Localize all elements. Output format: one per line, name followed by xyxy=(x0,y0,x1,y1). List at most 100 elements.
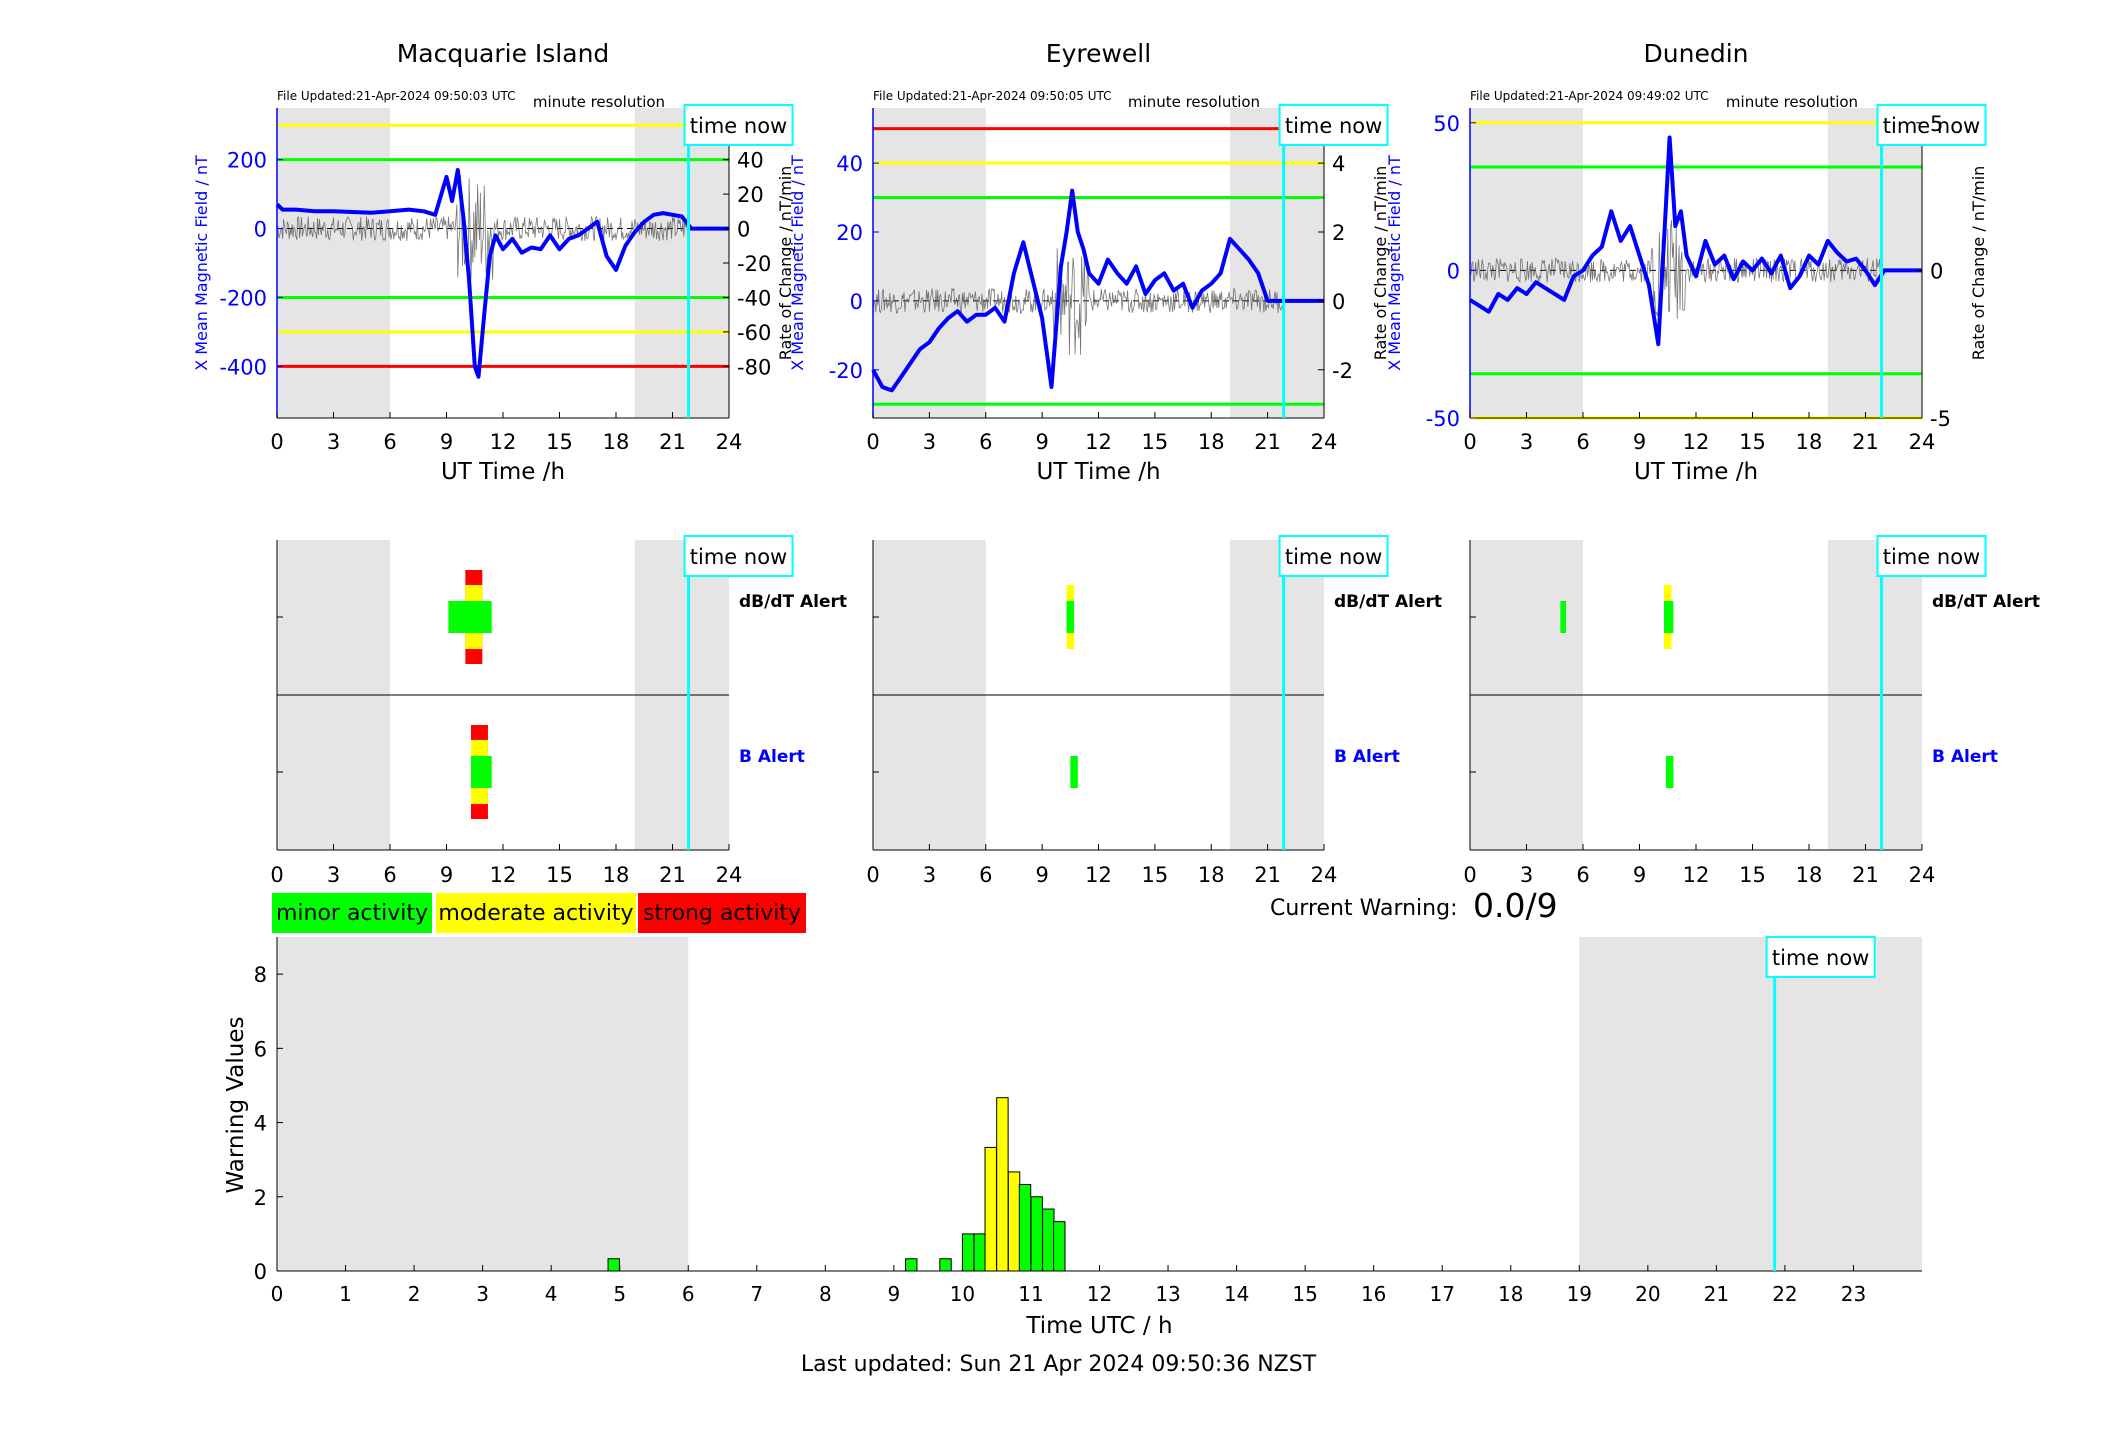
macquarie-xtick-label: 6 xyxy=(383,430,396,454)
warning-xtick-label: 19 xyxy=(1567,1282,1592,1306)
warning-xtick-label: 12 xyxy=(1087,1282,1112,1306)
macquarie-xtick-label: 12 xyxy=(490,430,517,454)
eyrewell-y2tick-label: 2 xyxy=(1332,221,1345,245)
eyrewell-alert-block xyxy=(1066,601,1075,633)
macquarie-alert-row-label-b: B Alert xyxy=(739,747,805,767)
eyrewell-xtick-label: 24 xyxy=(1311,430,1338,454)
dunedin-y2tick-label: 5 xyxy=(1930,112,1943,136)
macquarie-alert-xtick-label: 3 xyxy=(327,863,340,887)
eyrewell-time-now-label: time now xyxy=(1285,114,1382,138)
macquarie-title: Macquarie Island xyxy=(397,39,610,68)
macquarie-y2tick-label: 20 xyxy=(737,183,764,207)
eyrewell-alert-xtick-label: 21 xyxy=(1254,863,1281,887)
warning-xtick-label: 18 xyxy=(1498,1282,1523,1306)
dunedin-xtick-label: 24 xyxy=(1909,430,1936,454)
dunedin-alert-xtick-label: 3 xyxy=(1520,863,1533,887)
dunedin-alert-xtick-label: 24 xyxy=(1909,863,1936,887)
warning-xlabel: Time UTC / h xyxy=(1025,1313,1172,1339)
macquarie-time-now-label: time now xyxy=(690,114,787,138)
dunedin-xtick-label: 12 xyxy=(1683,430,1710,454)
eyrewell-xlabel: UT Time /h xyxy=(1036,459,1160,485)
current-warning-label: Current Warning: xyxy=(1270,896,1458,921)
warning-bar xyxy=(1042,1208,1055,1272)
warning-xtick-label: 14 xyxy=(1224,1282,1249,1306)
dunedin-file-updated: File Updated:21-Apr-2024 09:49:02 UTC xyxy=(1470,89,1709,103)
macquarie-y2tick-label: 0 xyxy=(737,218,750,242)
warning-ytick-label: 0 xyxy=(254,1260,267,1284)
dunedin-xtick-label: 9 xyxy=(1633,430,1646,454)
warning-xtick-label: 5 xyxy=(613,1282,626,1306)
last-updated-footer: Last updated: Sun 21 Apr 2024 09:50:36 N… xyxy=(800,1352,1317,1377)
macquarie-y2tick-label: -60 xyxy=(737,321,771,345)
macquarie-ytick-label: -200 xyxy=(219,286,267,310)
eyrewell-xtick-label: 3 xyxy=(923,430,936,454)
eyrewell-xtick-label: 12 xyxy=(1085,430,1112,454)
dunedin-night-shade-1 xyxy=(1827,108,1922,418)
macquarie-y2tick-label: -20 xyxy=(737,252,771,276)
eyrewell-alert-xtick-label: 6 xyxy=(979,863,992,887)
warning-xtick-label: 23 xyxy=(1841,1282,1866,1306)
dunedin-ytick-label: 0 xyxy=(1447,259,1460,283)
eyrewell-file-updated: File Updated:21-Apr-2024 09:50:05 UTC xyxy=(873,89,1112,103)
dunedin-title: Dunedin xyxy=(1644,39,1749,68)
warning-bar xyxy=(939,1258,952,1272)
macquarie-y2tick-label: 40 xyxy=(737,149,764,173)
macquarie-xtick-label: 24 xyxy=(716,430,743,454)
warning-bar xyxy=(1053,1221,1066,1272)
legend-strong-activity: strong activity xyxy=(638,893,806,933)
eyrewell-ytick-label: -20 xyxy=(829,359,863,383)
warning-ylabel: Warning Values xyxy=(223,1016,249,1193)
warning-bar xyxy=(961,1233,975,1272)
warning-xtick-label: 17 xyxy=(1429,1282,1454,1306)
macquarie-xtick-label: 0 xyxy=(270,430,283,454)
eyrewell-alert-block xyxy=(1070,756,1078,788)
warning-xtick-label: 9 xyxy=(888,1282,901,1306)
eyrewell-alert-xtick-label: 9 xyxy=(1035,863,1048,887)
macquarie-night-shade-0 xyxy=(277,108,390,418)
macquarie-xtick-label: 9 xyxy=(440,430,453,454)
warning-bar xyxy=(973,1233,986,1272)
warning-xtick-label: 1 xyxy=(339,1282,352,1306)
macquarie-alert-xtick-label: 15 xyxy=(546,863,573,887)
dunedin-xtick-label: 21 xyxy=(1852,430,1879,454)
macquarie-xtick-label: 3 xyxy=(327,430,340,454)
eyrewell-alert-time-now-box xyxy=(1278,535,1389,577)
warning-bar xyxy=(607,1258,620,1272)
legend-minor-activity: minor activity xyxy=(272,893,432,933)
eyrewell-title: Eyrewell xyxy=(1046,39,1151,68)
dunedin-alert-time-now-box xyxy=(1876,535,1987,577)
warning-xtick-label: 3 xyxy=(476,1282,489,1306)
warning-night-shade-0 xyxy=(277,937,689,1271)
warning-night-shade-1 xyxy=(1579,937,1922,1271)
macquarie-ytick-label: 0 xyxy=(254,218,267,242)
dunedin-xlabel: UT Time /h xyxy=(1634,459,1758,485)
eyrewell-alert-xtick-label: 3 xyxy=(923,863,936,887)
dunedin-time-now-box xyxy=(1876,104,1987,146)
dunedin-alert-time-now-label: time now xyxy=(1883,545,1980,569)
warning-xtick-label: 10 xyxy=(950,1282,975,1306)
warning-xtick-label: 6 xyxy=(682,1282,695,1306)
eyrewell-night-shade-1 xyxy=(1230,108,1324,418)
warning-time-now-label: time now xyxy=(1772,946,1869,970)
warning-bar xyxy=(996,1097,1009,1272)
eyrewell-ytick-label: 40 xyxy=(836,152,863,176)
warning-xtick-label: 8 xyxy=(819,1282,832,1306)
warning-xtick-label: 11 xyxy=(1018,1282,1043,1306)
dunedin-alert-block xyxy=(1665,756,1674,788)
warning-xtick-label: 7 xyxy=(750,1282,763,1306)
eyrewell-alert-xtick-label: 18 xyxy=(1198,863,1225,887)
dunedin-xtick-label: 18 xyxy=(1796,430,1823,454)
macquarie-alert-xtick-label: 6 xyxy=(383,863,396,887)
eyrewell-ytick-label: 0 xyxy=(850,290,863,314)
eyrewell-rate-of-change-trace xyxy=(872,248,1284,355)
dunedin-alert-row-label-dbdt: dB/dT Alert xyxy=(1932,592,2040,612)
dunedin-alert-xtick-label: 15 xyxy=(1739,863,1766,887)
eyrewell-ylabel: X Mean Magnetic Field / nT xyxy=(788,155,807,371)
eyrewell-xtick-label: 18 xyxy=(1198,430,1225,454)
dunedin-alert-block xyxy=(1663,601,1674,633)
macquarie-ytick-label: -400 xyxy=(219,355,267,379)
macquarie-night-shade-1 xyxy=(634,108,729,418)
warning-xtick-label: 16 xyxy=(1361,1282,1386,1306)
eyrewell-y2tick-label: 0 xyxy=(1332,290,1345,314)
